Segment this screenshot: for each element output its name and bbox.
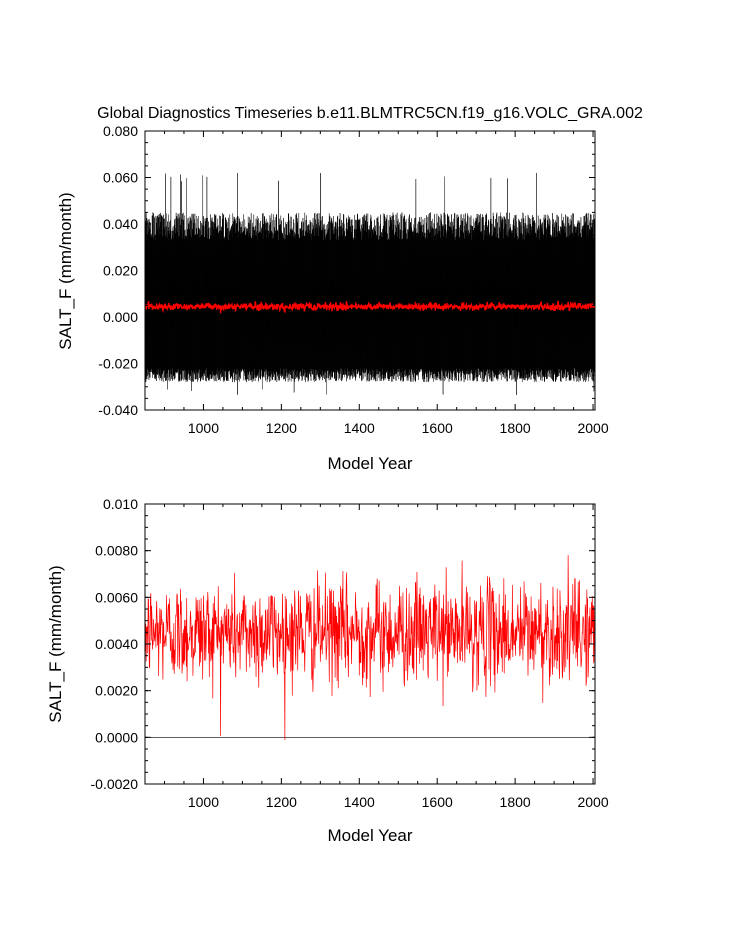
top-series-monthly	[144, 172, 596, 396]
top-ticks	[145, 130, 595, 411]
top-ytick-label: 0.060	[103, 170, 138, 186]
bottom-ytick-label: 0.0020	[95, 683, 138, 699]
bottom-ytick-labels: -0.0020 0.0000 0.0020 0.0040 0.0060 0.0080 0.0…	[91, 496, 139, 792]
bottom-xtick-label: 1200	[266, 794, 297, 810]
top-xtick-label: 1800	[500, 420, 531, 436]
top-xtick-label: 1000	[188, 420, 219, 436]
top-ytick-label: -0.040	[98, 402, 138, 418]
bottom-ytick-label: 0.0000	[95, 729, 138, 745]
top-chart-title: Global Diagnostics Timeseries b.e11.BLMT…	[97, 105, 643, 122]
bottom-ytick-label: 0.0040	[95, 636, 138, 652]
top-y-axis-label: SALT_F (mm/month)	[56, 192, 75, 349]
top-xtick-label: 1200	[266, 420, 297, 436]
bottom-ytick-label: -0.0020	[91, 776, 139, 792]
top-ytick-label: 0.040	[103, 216, 138, 232]
top-xtick-label: 2000	[577, 420, 608, 436]
bottom-annual-line	[144, 555, 596, 740]
top-ytick-labels: -0.040 -0.020 0.000 0.020 0.040 0.060 0.080	[98, 123, 138, 418]
bottom-y-axis-label: SALT_F (mm/month)	[46, 565, 65, 722]
bottom-ytick-label: 0.010	[103, 496, 138, 512]
top-ytick-label: 0.020	[103, 263, 138, 279]
top-ytick-label: 0.000	[103, 309, 138, 325]
bottom-x-axis-label: Model Year	[327, 826, 412, 845]
top-series-annual-mean	[144, 300, 596, 314]
bottom-xtick-labels: 1000 1200 1400 1600 1800 2000	[188, 794, 609, 810]
bottom-ticks	[145, 503, 595, 785]
bottom-xtick-label: 1000	[188, 794, 219, 810]
bottom-ytick-label: 0.0080	[95, 543, 138, 559]
top-panel: Global Diagnostics Timeseries b.e11.BLMT…	[56, 105, 643, 473]
top-monthly-line	[144, 172, 596, 396]
bottom-panel: -0.0020 0.0000 0.0020 0.0040 0.0060 0.0080 0.0…	[46, 496, 609, 845]
top-x-axis-label: Model Year	[327, 454, 412, 473]
top-ytick-label: 0.080	[103, 123, 138, 139]
bottom-series-annual-mean	[144, 555, 596, 740]
bottom-xtick-label: 1400	[344, 794, 375, 810]
bottom-ytick-label: 0.0060	[95, 589, 138, 605]
top-xtick-label: 1400	[344, 420, 375, 436]
top-ytick-label: -0.020	[98, 356, 138, 372]
top-xtick-labels: 1000 1200 1400 1600 1800 2000	[188, 420, 609, 436]
bottom-xtick-label: 1800	[500, 794, 531, 810]
bottom-xtick-label: 2000	[577, 794, 608, 810]
bottom-xtick-label: 1600	[422, 794, 453, 810]
top-xtick-label: 1600	[422, 420, 453, 436]
top-annual-line	[144, 300, 596, 314]
